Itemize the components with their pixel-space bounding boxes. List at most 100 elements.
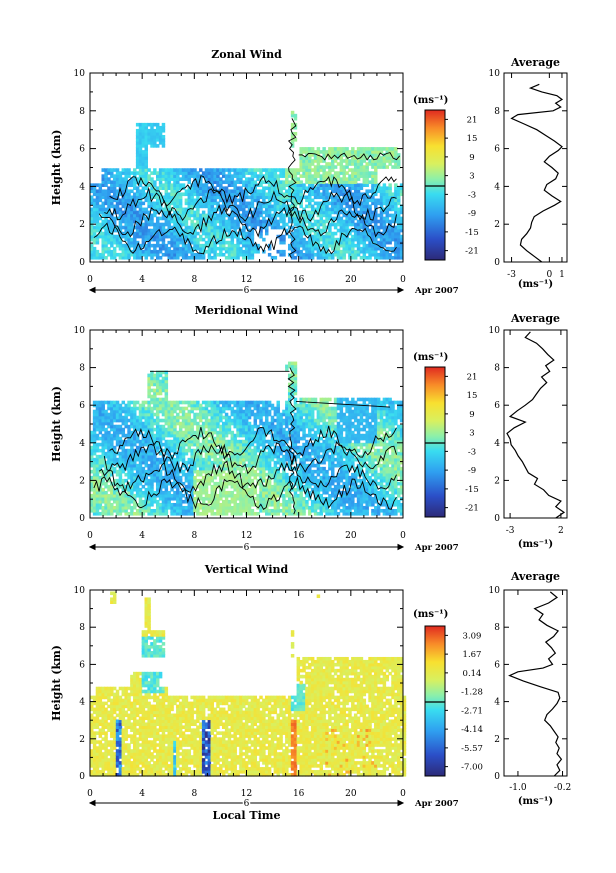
heatmap-cell	[319, 216, 324, 221]
heatmap-cell	[173, 505, 177, 510]
heatmap-cell	[313, 186, 318, 191]
heatmap-cell	[130, 496, 134, 501]
heatmap-cell	[161, 403, 166, 408]
heatmap-cell	[90, 460, 94, 465]
heatmap-cell	[178, 448, 183, 453]
heatmap-cell	[293, 237, 298, 242]
heatmap-cell	[391, 225, 395, 230]
heatmap-cell	[118, 228, 123, 233]
heatmap-cell	[394, 225, 398, 230]
heatmap-cell	[161, 502, 166, 507]
heatmap-cell	[290, 249, 295, 254]
heatmap-cell	[155, 481, 160, 486]
heatmap-cell	[221, 487, 226, 492]
heatmap-cell	[388, 204, 392, 209]
heatmap-cell	[147, 409, 151, 414]
heatmap-cell	[196, 252, 200, 257]
heatmap-cell	[144, 219, 148, 224]
heatmap-cell	[219, 180, 223, 184]
heatmap-cell	[167, 400, 171, 405]
heatmap-cell	[107, 430, 111, 435]
heatmap-cell	[224, 439, 229, 444]
heatmap-cell	[104, 451, 108, 456]
heatmap-cell	[176, 505, 180, 510]
heatmap-cell	[316, 234, 321, 239]
heatmap-cell	[348, 240, 352, 245]
heatmap-cell	[359, 201, 364, 206]
heatmap-cell	[155, 385, 160, 390]
heatmap-cell	[121, 460, 126, 465]
heatmap-cell	[219, 433, 223, 438]
heatmap-cell	[397, 189, 401, 194]
heatmap-cell	[118, 478, 123, 483]
heatmap-cell	[147, 463, 151, 468]
heatmap-cell	[207, 457, 212, 462]
heatmap-cell	[144, 231, 148, 236]
heatmap-cell	[356, 150, 361, 154]
heatmap-cell	[259, 174, 263, 178]
heatmap-cell	[161, 511, 166, 516]
heatmap-cell	[374, 204, 378, 209]
heatmap-cell	[127, 409, 131, 414]
heatmap-cell	[244, 240, 249, 245]
heatmap-cell	[230, 472, 235, 477]
heatmap-cell	[98, 195, 103, 200]
heatmap-cell	[155, 502, 160, 507]
heatmap-cell	[368, 180, 372, 184]
heatmap-cell	[322, 186, 326, 191]
heatmap-cell	[178, 475, 183, 480]
heatmap-cell	[170, 168, 174, 172]
heatmap-cell	[282, 168, 286, 172]
heatmap-cell	[155, 436, 160, 441]
heatmap-cell	[348, 162, 352, 166]
heatmap-cell	[219, 249, 223, 254]
heatmap-cell	[170, 481, 174, 486]
heatmap-cell	[112, 222, 117, 227]
heatmap-cell	[133, 409, 137, 414]
heatmap-cell	[193, 210, 197, 215]
heatmap-cell	[184, 463, 189, 468]
heatmap-cell	[230, 168, 235, 172]
heatmap-cell	[110, 198, 114, 203]
heatmap-cell	[379, 237, 384, 242]
heatmap-cell	[368, 213, 372, 218]
heatmap-cell	[371, 180, 375, 184]
heatmap-cell	[322, 165, 326, 169]
heatmap-cell	[124, 243, 128, 248]
heatmap-cell	[308, 219, 312, 224]
heatmap-cell	[293, 116, 298, 121]
heatmap-cell	[302, 159, 306, 163]
heatmap-cell	[181, 406, 186, 411]
heatmap-cell	[176, 418, 180, 423]
heatmap-cell	[351, 249, 355, 254]
heatmap-cell	[379, 255, 384, 260]
heatmap-cell	[190, 225, 194, 230]
heatmap-cell	[115, 439, 120, 444]
heatmap-cell	[95, 195, 100, 200]
heatmap-cell	[399, 234, 404, 239]
heatmap-cell	[121, 448, 126, 453]
heatmap-cell	[158, 141, 163, 145]
heatmap-cell	[253, 243, 258, 248]
heatmap-cell	[187, 445, 192, 450]
heatmap-cell	[112, 186, 117, 191]
heatmap-cell	[112, 451, 117, 456]
heatmap-cell	[247, 228, 252, 233]
heatmap-cell	[112, 469, 117, 474]
heatmap-cell	[224, 225, 229, 230]
heatmap-cell	[193, 415, 197, 420]
heatmap-cell	[144, 150, 148, 154]
heatmap-cell	[276, 195, 280, 200]
heatmap-cell	[95, 418, 100, 423]
heatmap-cell	[213, 249, 217, 254]
heatmap-cell	[104, 439, 108, 444]
heatmap-cell	[150, 204, 154, 209]
heatmap-cell	[299, 162, 303, 166]
heatmap-cell	[379, 186, 384, 191]
heatmap-cell	[90, 439, 94, 444]
heatmap-cell	[236, 168, 240, 172]
heatmap-cell	[147, 138, 151, 142]
heatmap-cell	[242, 180, 246, 184]
heatmap-cell	[153, 168, 157, 172]
heatmap-cell	[150, 490, 154, 495]
